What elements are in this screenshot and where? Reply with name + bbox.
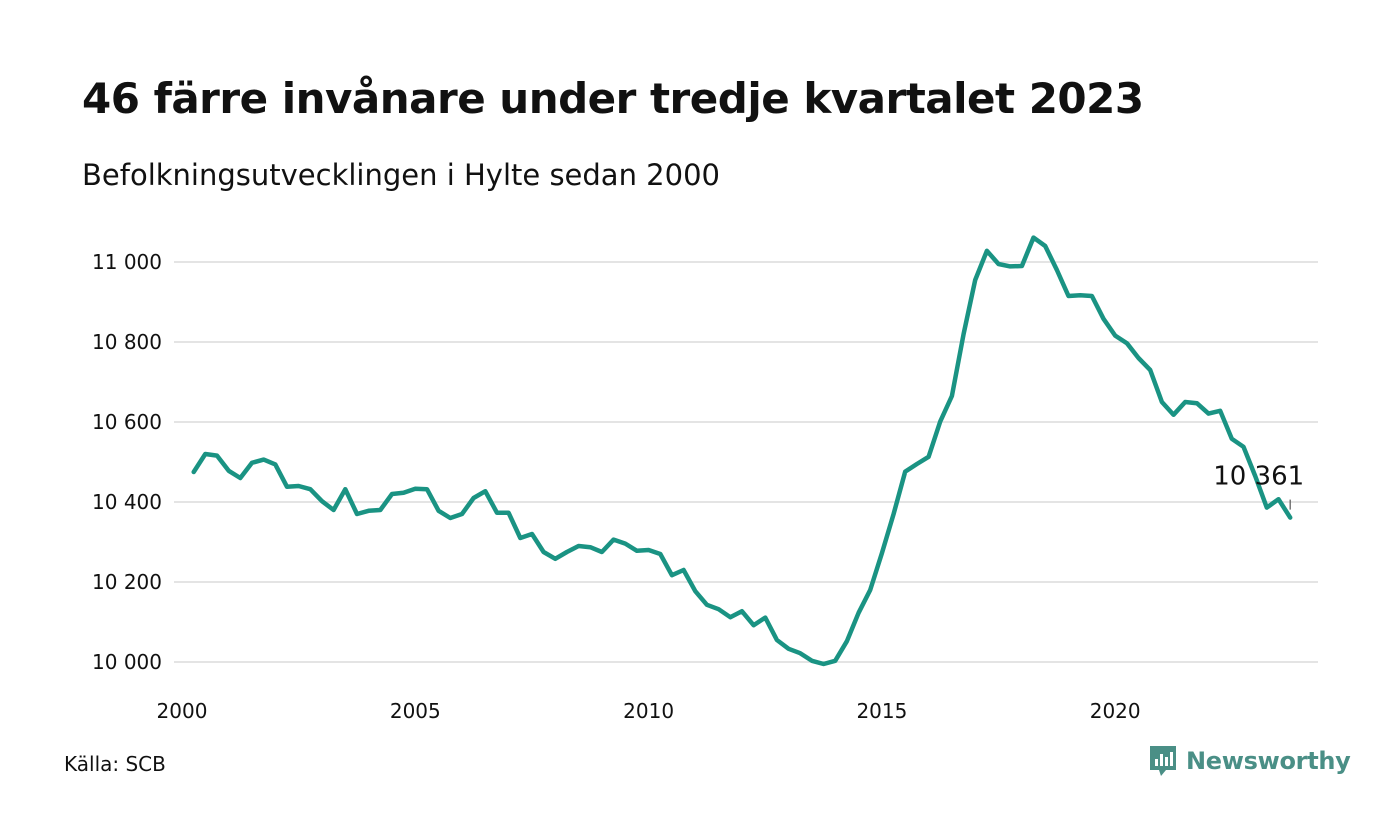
series-line (191, 235, 1293, 667)
x-tick-label: 2015 (856, 699, 907, 723)
y-tick-label: 10 800 (92, 330, 162, 354)
x-axis-ticks: 2000 2005 2010 2015 2020 (157, 699, 1141, 723)
x-tick-label: 2000 (157, 699, 208, 723)
newsworthy-logo-icon (1150, 746, 1176, 776)
series-layer (191, 235, 1293, 667)
end-label-layer: 10 361 (1213, 462, 1304, 510)
chart-title: 46 färre invånare under tredje kvartalet… (82, 74, 1144, 123)
y-tick-label: 11 000 (92, 250, 162, 274)
y-tick-label: 10 200 (92, 570, 162, 594)
end-value-label: 10 361 (1213, 462, 1304, 492)
brand-name: Newsworthy (1186, 747, 1351, 775)
x-tick-label: 2010 (623, 699, 674, 723)
chart-subtitle: Befolkningsutvecklingen i Hylte sedan 20… (82, 158, 720, 192)
y-tick-label: 10 000 (92, 650, 162, 674)
y-tick-label: 10 400 (92, 490, 162, 514)
source-note: Källa: SCB (64, 752, 166, 776)
x-tick-label: 2005 (390, 699, 441, 723)
y-axis-ticks: 10 000 10 200 10 400 10 600 10 800 11 000 (92, 250, 162, 674)
brand-logo[interactable]: Newsworthy (1148, 744, 1351, 778)
y-tick-label: 10 600 (92, 410, 162, 434)
x-tick-label: 2020 (1090, 699, 1141, 723)
data-points (191, 235, 1292, 666)
grid-lines (174, 261, 1318, 663)
